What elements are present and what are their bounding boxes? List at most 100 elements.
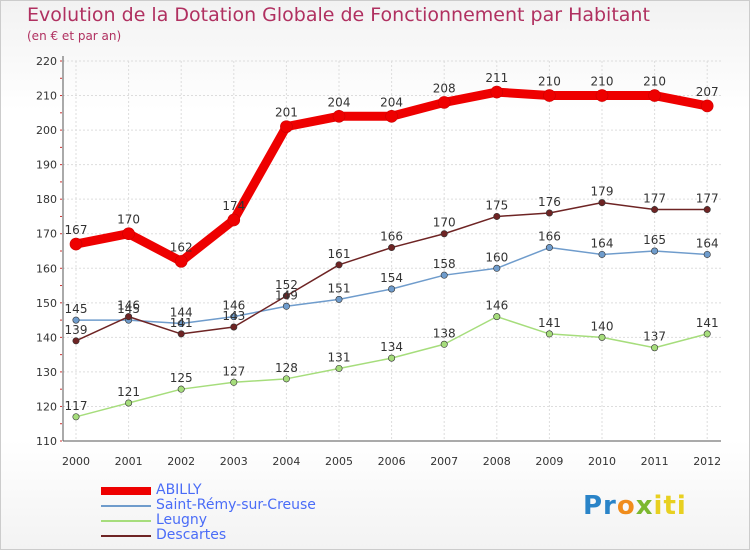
data-point-abilly — [648, 89, 661, 102]
data-label-descartes: 141 — [170, 316, 193, 330]
data-point-descartes — [388, 244, 396, 252]
logo-part-4: iti — [653, 491, 687, 521]
data-point-abilly — [595, 89, 609, 102]
data-label-leugny: 137 — [643, 330, 666, 344]
data-label-saint-r-my-sur-creuse: 164 — [591, 236, 614, 250]
data-point-descartes — [598, 199, 606, 207]
data-point-leugny — [703, 330, 711, 338]
data-label-abilly: 204 — [380, 95, 403, 109]
data-label-descartes: 179 — [591, 185, 614, 199]
data-point-abilly — [490, 85, 504, 99]
x-tick-label: 2000 — [62, 455, 90, 468]
data-label-abilly: 210 — [591, 75, 614, 89]
data-point-descartes — [282, 292, 290, 300]
data-point-descartes — [335, 261, 343, 269]
data-label-leugny: 141 — [696, 316, 719, 330]
y-tick-label: 180 — [36, 193, 57, 206]
data-point-saint-r-my-sur-creuse — [651, 247, 659, 255]
data-label-descartes: 176 — [538, 195, 561, 209]
data-label-leugny: 121 — [117, 385, 140, 399]
data-point-leugny — [282, 375, 290, 383]
data-label-descartes: 175 — [485, 198, 508, 212]
data-label-abilly: 204 — [328, 95, 351, 109]
data-point-saint-r-my-sur-creuse — [335, 295, 343, 303]
data-label-leugny: 131 — [328, 350, 351, 364]
y-tick-label: 140 — [36, 331, 57, 344]
data-point-descartes — [177, 330, 185, 338]
data-label-saint-r-my-sur-creuse: 160 — [485, 250, 508, 264]
data-label-leugny: 138 — [433, 326, 456, 340]
data-label-descartes: 152 — [275, 278, 298, 292]
data-label-descartes: 139 — [65, 323, 88, 337]
data-point-leugny — [335, 364, 343, 372]
logo-part-1: Pr — [583, 491, 617, 521]
data-point-abilly — [332, 109, 346, 123]
y-tick-label: 110 — [36, 435, 57, 448]
data-label-abilly: 210 — [643, 75, 666, 89]
data-point-leugny — [72, 413, 80, 421]
data-label-abilly: 201 — [275, 106, 298, 120]
data-label-saint-r-my-sur-creuse: 166 — [538, 230, 561, 244]
x-tick-label: 2009 — [535, 455, 563, 468]
x-tick-label: 2008 — [483, 455, 511, 468]
data-point-leugny — [651, 344, 659, 352]
data-point-leugny — [440, 340, 448, 348]
data-point-descartes — [230, 323, 238, 331]
legend-swatch-leugny — [101, 520, 151, 522]
data-point-saint-r-my-sur-creuse — [388, 285, 396, 293]
data-point-abilly — [437, 96, 451, 109]
data-label-descartes: 177 — [643, 192, 666, 206]
data-point-leugny — [388, 354, 396, 362]
data-label-descartes: 170 — [433, 216, 456, 230]
chart-subtitle: (en € et par an) — [27, 29, 122, 43]
data-label-descartes: 143 — [222, 309, 245, 323]
data-label-abilly: 211 — [485, 71, 508, 85]
y-tick-label: 220 — [36, 55, 57, 68]
legend-label-abilly: ABILLY — [156, 482, 202, 498]
data-label-abilly: 167 — [65, 223, 88, 237]
data-point-descartes — [651, 206, 659, 214]
data-point-saint-r-my-sur-creuse — [72, 316, 80, 324]
data-point-saint-r-my-sur-creuse — [230, 313, 238, 321]
y-tick-label: 150 — [36, 297, 57, 310]
legend-swatch-abilly — [101, 487, 151, 495]
data-point-abilly — [122, 227, 135, 241]
y-tick-label: 200 — [36, 124, 57, 137]
data-label-descartes: 177 — [696, 192, 719, 206]
data-point-abilly — [543, 89, 556, 102]
data-label-abilly: 208 — [433, 81, 456, 95]
data-point-descartes — [440, 230, 448, 238]
x-tick-label: 2010 — [588, 455, 616, 468]
legend-label-descartes: Descartes — [156, 527, 227, 543]
y-tick-label: 190 — [36, 159, 57, 172]
data-point-descartes — [125, 313, 133, 321]
y-tick-label: 210 — [36, 90, 57, 103]
logo-part-3: x — [635, 491, 654, 521]
data-point-saint-r-my-sur-creuse — [545, 244, 553, 252]
data-label-leugny: 127 — [222, 364, 245, 378]
chart-title: Evolution de la Dotation Globale de Fonc… — [27, 4, 650, 26]
data-point-abilly — [227, 213, 241, 227]
data-point-leugny — [125, 399, 133, 407]
data-label-descartes: 166 — [380, 230, 403, 244]
legend-swatch-descartes — [101, 535, 151, 537]
legend-swatch-saint-remy — [101, 505, 151, 507]
data-label-saint-r-my-sur-creuse: 149 — [275, 288, 298, 302]
data-point-leugny — [177, 385, 185, 393]
x-tick-label: 2005 — [325, 455, 353, 468]
data-label-leugny: 117 — [65, 399, 88, 413]
data-point-leugny — [230, 378, 238, 386]
data-point-saint-r-my-sur-creuse — [493, 264, 501, 272]
data-point-saint-r-my-sur-creuse — [598, 250, 606, 258]
data-point-saint-r-my-sur-creuse — [440, 271, 448, 279]
data-label-saint-r-my-sur-creuse: 145 — [65, 302, 88, 316]
data-point-descartes — [703, 206, 711, 214]
x-tick-label: 2006 — [378, 455, 406, 468]
y-tick-label: 120 — [36, 400, 57, 413]
data-label-saint-r-my-sur-creuse: 154 — [380, 271, 403, 285]
legend-label-saint-remy: Saint-Rémy-sur-Creuse — [156, 497, 316, 513]
x-tick-label: 2007 — [430, 455, 458, 468]
data-label-leugny: 146 — [485, 299, 508, 313]
x-tick-label: 2002 — [167, 455, 195, 468]
